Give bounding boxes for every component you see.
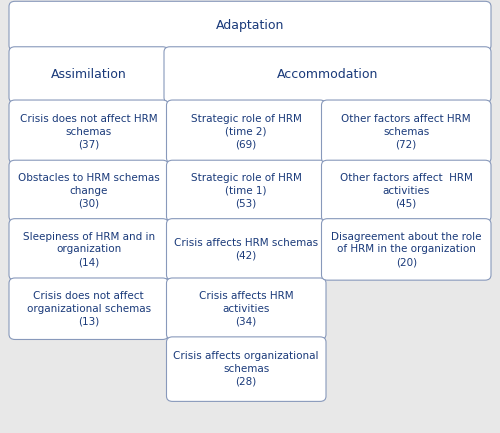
Text: Adaptation: Adaptation <box>216 19 284 32</box>
Text: Crisis affects HRM
activities
(34): Crisis affects HRM activities (34) <box>199 291 294 326</box>
FancyBboxPatch shape <box>9 1 491 51</box>
FancyBboxPatch shape <box>322 160 491 222</box>
FancyBboxPatch shape <box>9 100 168 163</box>
Text: Crisis does not affect
organizational schemas
(13): Crisis does not affect organizational sc… <box>26 291 151 326</box>
FancyBboxPatch shape <box>166 337 326 401</box>
Text: Crisis affects HRM schemas
(42): Crisis affects HRM schemas (42) <box>174 238 318 261</box>
Text: Crisis does not affect HRM
schemas
(37): Crisis does not affect HRM schemas (37) <box>20 114 158 149</box>
Text: Accommodation: Accommodation <box>277 68 378 81</box>
FancyBboxPatch shape <box>322 219 491 280</box>
Text: Strategic role of HRM
(time 1)
(53): Strategic role of HRM (time 1) (53) <box>191 173 302 209</box>
Text: Disagreement about the role
of HRM in the organization
(20): Disagreement about the role of HRM in th… <box>331 232 482 267</box>
Text: Assimilation: Assimilation <box>51 68 127 81</box>
Text: Sleepiness of HRM and in
organization
(14): Sleepiness of HRM and in organization (1… <box>22 232 155 267</box>
Text: Strategic role of HRM
(time 2)
(69): Strategic role of HRM (time 2) (69) <box>191 114 302 149</box>
FancyBboxPatch shape <box>166 278 326 339</box>
Text: Obstacles to HRM schemas
change
(30): Obstacles to HRM schemas change (30) <box>18 173 160 209</box>
FancyBboxPatch shape <box>9 219 168 280</box>
FancyBboxPatch shape <box>322 100 491 163</box>
Text: Other factors affect  HRM
activities
(45): Other factors affect HRM activities (45) <box>340 173 472 209</box>
FancyBboxPatch shape <box>166 219 326 280</box>
FancyBboxPatch shape <box>9 278 168 339</box>
FancyBboxPatch shape <box>9 47 168 103</box>
FancyBboxPatch shape <box>166 160 326 222</box>
FancyBboxPatch shape <box>9 160 168 222</box>
FancyBboxPatch shape <box>164 47 491 103</box>
Text: Other factors affect HRM
schemas
(72): Other factors affect HRM schemas (72) <box>342 114 471 149</box>
Text: Crisis affects organizational
schemas
(28): Crisis affects organizational schemas (2… <box>174 351 319 387</box>
FancyBboxPatch shape <box>166 100 326 163</box>
